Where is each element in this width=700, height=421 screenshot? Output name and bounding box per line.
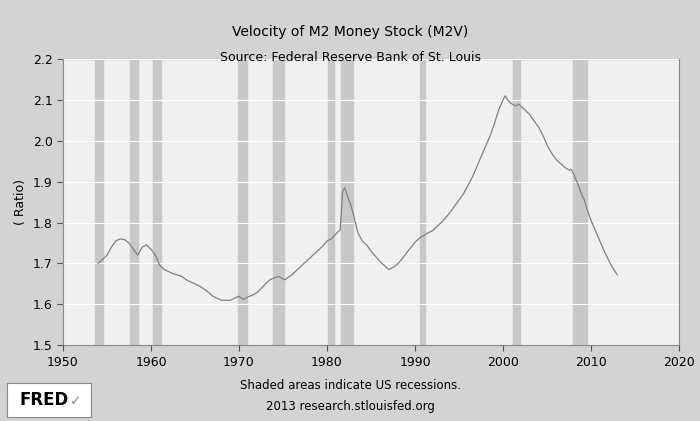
Text: Velocity of M2 Money Stock (M2V): Velocity of M2 Money Stock (M2V) — [232, 25, 468, 39]
Bar — [420, 59, 426, 345]
Bar — [513, 59, 520, 345]
Bar — [573, 59, 587, 345]
Bar — [95, 59, 103, 345]
Text: Source: Federal Reserve Bank of St. Louis: Source: Federal Reserve Bank of St. Loui… — [220, 51, 480, 64]
Text: Shaded areas indicate US recessions.: Shaded areas indicate US recessions. — [239, 379, 461, 392]
Bar — [341, 59, 353, 345]
Bar — [328, 59, 334, 345]
Text: 2013 research.stlouisfed.org: 2013 research.stlouisfed.org — [265, 400, 435, 413]
Text: FRED: FRED — [20, 391, 69, 409]
Bar — [238, 59, 247, 345]
Text: ✓: ✓ — [70, 394, 82, 409]
Bar — [274, 59, 284, 345]
Bar — [130, 59, 138, 345]
Y-axis label: ( Ratio): ( Ratio) — [14, 179, 27, 225]
Bar — [153, 59, 161, 345]
